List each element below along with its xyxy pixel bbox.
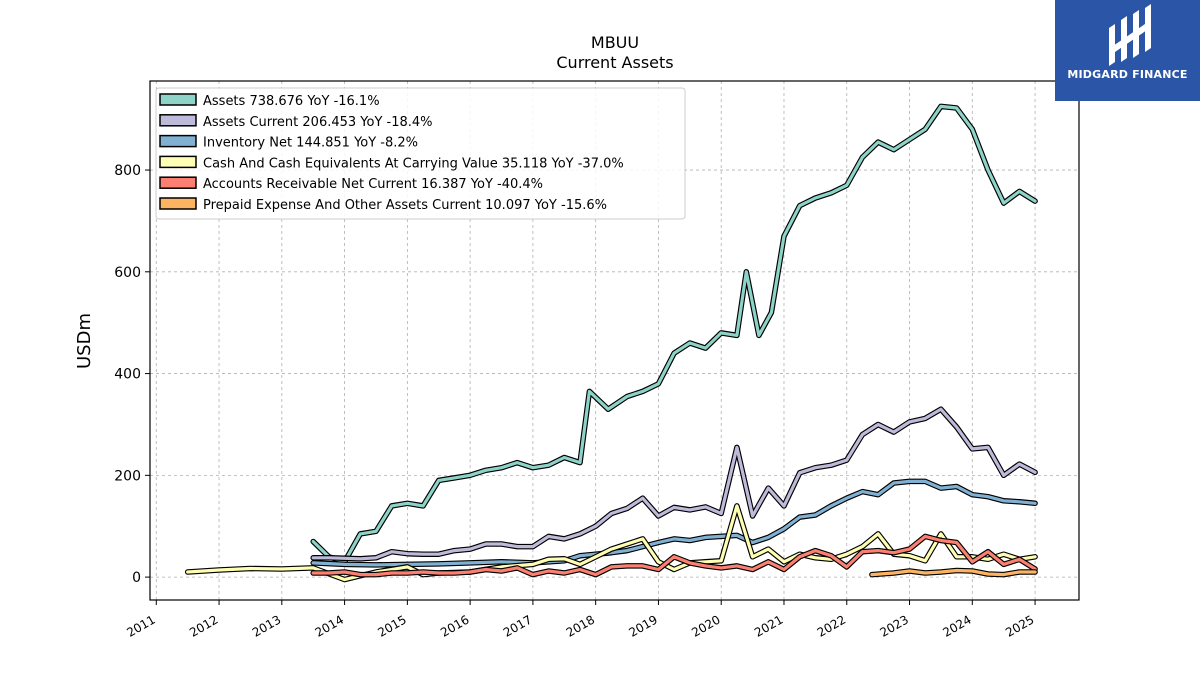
brand-name: MIDGARD FINANCE: [1067, 68, 1188, 81]
x-tick-label: 2024: [940, 612, 973, 639]
y-axis-label: USDm: [74, 313, 95, 369]
legend-swatch: [159, 176, 197, 189]
legend-swatch: [159, 155, 197, 169]
brand-logo: MIDGARD FINANCE: [1055, 0, 1200, 101]
legend-swatch: [159, 197, 197, 210]
legend-swatch: [159, 114, 197, 127]
plot-frame: [149, 80, 1080, 601]
y-axis: 0 200 400 600 800: [114, 163, 150, 586]
y-tick-label: 600: [114, 265, 141, 281]
series-accounts-receivable-net-current: [310, 533, 1038, 578]
legend-swatch: [159, 93, 197, 106]
series-assets: [310, 103, 1038, 565]
chart-title: MBUU: [591, 33, 639, 52]
x-tick-label: 2022: [815, 612, 848, 639]
legend: Assets 738.676 YoY -16.1% Assets Current …: [155, 87, 686, 220]
grid-lines: [150, 81, 1079, 600]
series-line: [311, 534, 1037, 577]
x-tick-label: 2020: [689, 612, 722, 639]
y-tick-label: 0: [132, 570, 141, 586]
x-tick-label: 2011: [124, 612, 157, 639]
legend-entry: Assets Current 206.453 YoY -18.4%: [203, 115, 433, 130]
y-tick-label: 400: [114, 367, 141, 383]
midgard-logo-icon: [1109, 4, 1151, 66]
series-inventory-net: [310, 478, 1038, 568]
series-line: [311, 407, 1037, 561]
x-tick-label: 2015: [375, 612, 408, 639]
x-tick-label: 2021: [752, 612, 785, 639]
x-tick-label: 2018: [564, 612, 597, 639]
x-tick-label: 2023: [878, 612, 911, 639]
x-tick-label: 2019: [626, 612, 659, 639]
legend-swatch: [159, 134, 197, 148]
series-line: [311, 104, 1037, 564]
chart-subtitle: Current Assets: [556, 53, 673, 72]
legend-entry: Cash And Cash Equivalents At Carrying Va…: [203, 156, 624, 171]
x-tick-label: 2012: [187, 612, 220, 639]
x-axis: 2011 2012 2013 2014 2015 2016 2017 2018 2019 2020…: [124, 600, 1037, 640]
legend-entry: Assets 738.676 YoY -16.1%: [203, 94, 380, 109]
series-prepaid-expense-and-other-assets-current: [869, 567, 1038, 578]
y-tick-label: 200: [114, 468, 141, 484]
series-line: [870, 568, 1037, 577]
legend-entry: Prepaid Expense And Other Assets Current…: [203, 198, 607, 213]
plot-lines: [184, 103, 1038, 583]
x-tick-label: 2025: [1003, 612, 1036, 639]
x-tick-label: 2016: [438, 612, 471, 639]
legend-box: [155, 87, 686, 220]
x-tick-label: 2013: [250, 612, 283, 639]
x-tick-label: 2017: [501, 612, 534, 639]
series-line: [311, 479, 1037, 567]
x-tick-label: 2014: [313, 612, 346, 639]
y-tick-label: 800: [114, 163, 141, 179]
legend-entry: Accounts Receivable Net Current 16.387 Y…: [203, 177, 543, 192]
legend-entry: Inventory Net 144.851 YoY -8.2%: [203, 136, 418, 151]
series-assets-current: [310, 406, 1038, 562]
